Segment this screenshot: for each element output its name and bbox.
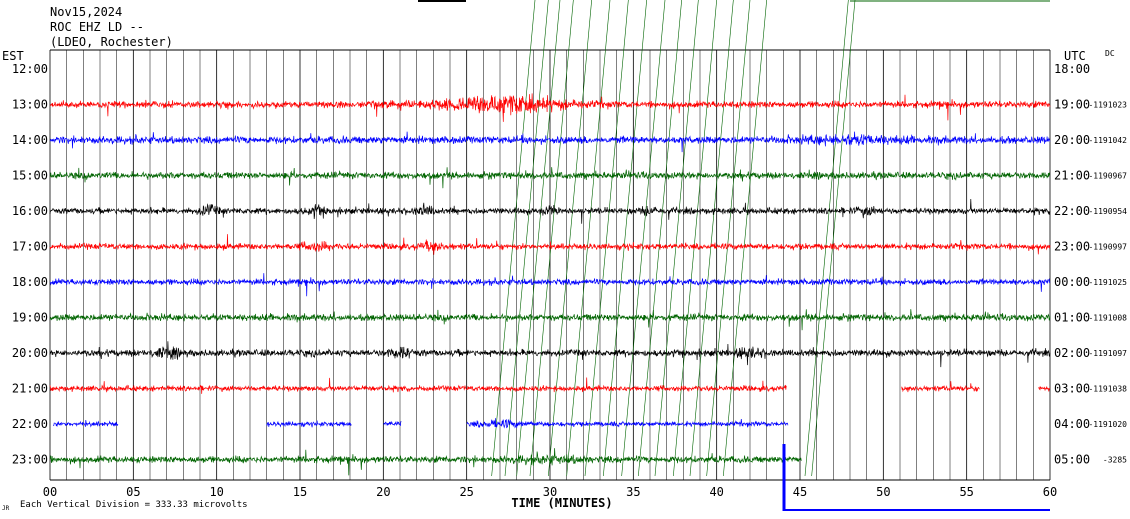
utc-hour-label: 22:00 — [1054, 204, 1090, 218]
utc-hour-label: 21:00 — [1054, 169, 1090, 183]
event-marker-line — [504, 0, 549, 477]
utc-hour-label: 02:00 — [1054, 346, 1090, 360]
dc-offset-label: -1190967 — [1088, 172, 1127, 181]
dc-offset-label: -1191023 — [1088, 101, 1127, 110]
x-tick-label: 15 — [293, 485, 307, 499]
dc-offset-label: -1191097 — [1088, 349, 1127, 358]
dc-offset-label: -1190997 — [1088, 243, 1127, 252]
event-marker-line — [491, 0, 536, 477]
est-hour-label: 20:00 — [12, 346, 48, 360]
header-station: ROC EHZ LD -- — [50, 20, 144, 34]
seismic-trace — [53, 418, 1050, 428]
minute-tick-labels: 00 05 10 15 20 25 30 35 40 45 50 55 60 — [43, 485, 1057, 499]
seismic-trace — [49, 377, 1051, 394]
left-timezone-label: EST — [2, 49, 24, 63]
seismic-trace — [49, 131, 1051, 153]
x-tick-label: 05 — [126, 485, 140, 499]
dc-offset-label: -1191008 — [1088, 314, 1127, 323]
event-marker-line — [811, 0, 856, 477]
est-hour-label: 21:00 — [12, 382, 48, 396]
utc-hour-labels: 18:0019:00-119102320:00-119104221:00-119… — [1054, 62, 1127, 467]
est-hour-label: 16:00 — [12, 204, 48, 218]
dc-offset-label: -3285 — [1103, 456, 1127, 465]
seismic-trace — [49, 309, 1051, 331]
minute-grid — [49, 50, 1051, 480]
utc-hour-label: 23:00 — [1054, 240, 1090, 254]
event-marker-line — [516, 0, 561, 477]
event-marker-line — [804, 0, 849, 477]
est-hour-label: 22:00 — [12, 417, 48, 431]
est-hour-label: 15:00 — [12, 169, 48, 183]
event-marker-line — [548, 0, 592, 477]
utc-hour-label: 00:00 — [1054, 275, 1090, 289]
scale-note: Each Vertical Division = 333.33 microvol… — [20, 500, 248, 510]
utc-hour-label: 20:00 — [1054, 133, 1090, 147]
event-marker-line — [603, 0, 647, 477]
x-tick-label: 40 — [709, 485, 723, 499]
est-hour-label: 13:00 — [12, 98, 48, 112]
dc-offset-label: -1191020 — [1088, 420, 1127, 429]
event-marker-line — [706, 0, 751, 477]
event-marker-lines — [491, 0, 856, 477]
x-tick-label: 30 — [543, 485, 557, 499]
event-marker-line — [621, 0, 666, 477]
est-hour-label: 23:00 — [12, 453, 48, 467]
dc-offset-label: -1191025 — [1088, 278, 1127, 287]
seismic-trace — [49, 198, 1051, 224]
x-tick-label: 35 — [626, 485, 640, 499]
x-tick-label: 55 — [959, 485, 973, 499]
header-date: Nov15,2024 — [50, 5, 122, 19]
x-tick-label: 10 — [209, 485, 223, 499]
utc-hour-label: 05:00 — [1054, 453, 1090, 467]
seismic-traces — [50, 93, 1050, 475]
est-hour-labels: 12:00 13:00 14:00 15:00 16:00 17:00 18:00 19:00… — [12, 62, 48, 467]
x-tick-label: 25 — [459, 485, 473, 499]
x-tick-label: 60 — [1043, 485, 1057, 499]
dc-offset-label: -1190954 — [1088, 207, 1127, 216]
event-marker-line — [673, 0, 717, 477]
header-network: (LDEO, Rochester) — [50, 35, 173, 49]
seismic-trace — [49, 234, 1051, 255]
x-tick-label: 50 — [876, 485, 890, 499]
dc-label: DC — [1105, 49, 1115, 58]
event-marker-line — [723, 0, 767, 477]
est-hour-label: 18:00 — [12, 275, 48, 289]
x-tick-label: 45 — [793, 485, 807, 499]
est-hour-label: 17:00 — [12, 240, 48, 254]
event-marker-line — [638, 0, 682, 477]
utc-hour-label: 03:00 — [1054, 382, 1090, 396]
utc-hour-label: 18:00 — [1054, 62, 1090, 76]
event-marker-line — [689, 0, 734, 477]
est-hour-label: 19:00 — [12, 311, 48, 325]
est-hour-label: 14:00 — [12, 133, 48, 147]
event-marker-line — [566, 0, 611, 477]
seismic-trace — [49, 93, 1051, 122]
seismic-trace — [49, 167, 1051, 189]
x-tick-label: 00 — [43, 485, 57, 499]
event-marker-line — [529, 0, 574, 477]
utc-hour-label: 01:00 — [1054, 311, 1090, 325]
seismic-trace — [49, 341, 1051, 368]
event-marker-line — [654, 0, 699, 477]
x-tick-label: 20 — [376, 485, 390, 499]
est-hour-label: 12:00 — [12, 62, 48, 76]
scale-mark: JR — [2, 505, 10, 512]
dc-offset-label: -1191038 — [1088, 385, 1127, 394]
right-timezone-label: UTC — [1064, 49, 1086, 63]
x-axis-title: TIME (MINUTES) — [511, 496, 612, 510]
event-marker-line — [584, 0, 629, 477]
seismic-trace — [49, 273, 1051, 297]
dc-offset-label: -1191042 — [1088, 136, 1127, 145]
utc-hour-label: 04:00 — [1054, 417, 1090, 431]
utc-hour-label: 19:00 — [1054, 98, 1090, 112]
